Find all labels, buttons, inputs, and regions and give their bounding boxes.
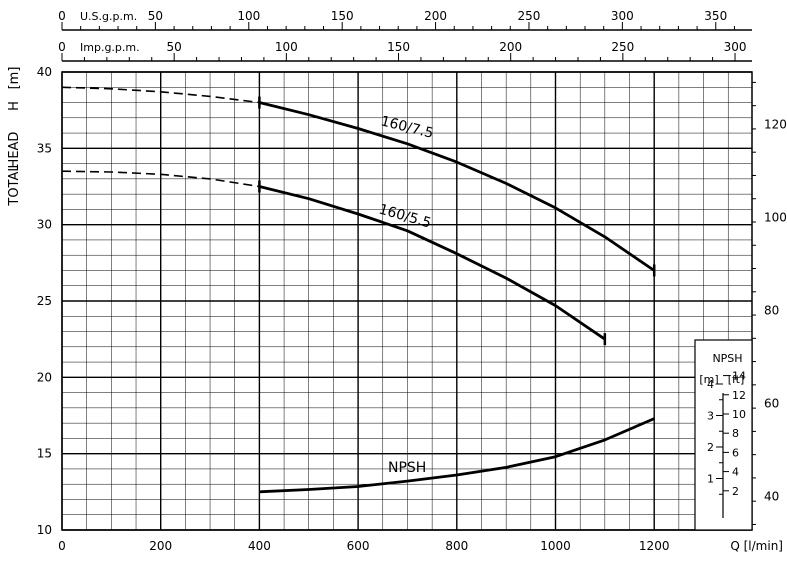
npsh-inset-ft-label: 2	[732, 485, 739, 498]
npsh-inset-unit-ft: [ft]	[728, 373, 745, 386]
y-tick-label: 25	[37, 294, 52, 308]
top-axis-tick-label: 350	[704, 9, 727, 23]
x-tick-label: 400	[248, 539, 271, 553]
npsh-inset-ft-label: 8	[732, 427, 739, 440]
npsh-inset-m-label: 1	[707, 473, 714, 486]
right-axis-tick-label: 40	[764, 490, 779, 504]
top-axis-tick-label: 0	[58, 40, 66, 54]
series-line	[259, 101, 655, 272]
y-tick-label: 15	[37, 447, 52, 461]
top-axis-tick-label: 250	[518, 9, 541, 23]
npsh-inset-m-label: 3	[707, 410, 714, 423]
top-axis-tick-label: 50	[167, 40, 182, 54]
top-axis-title: U.S.g.p.m.	[80, 10, 137, 23]
series-label: NPSH	[388, 460, 426, 476]
top-axis-tick-label: 300	[724, 40, 747, 54]
x-tick-label: 200	[149, 539, 172, 553]
y-tick-label: 10	[37, 523, 52, 537]
y-axis-title-part: TOTAL	[7, 164, 22, 207]
y-tick-label: 30	[37, 218, 52, 232]
y-tick-label: 20	[37, 370, 52, 384]
x-tick-label: 1000	[540, 539, 571, 553]
right-axis-tick-label: 80	[764, 303, 779, 317]
right-axis-tick-label: 100	[764, 210, 787, 224]
y-axis-title-part: H	[7, 101, 22, 111]
top-axis-tick-label: 150	[387, 40, 410, 54]
y-axis-title-part: [m]	[7, 67, 22, 90]
npsh-inset-ft-label: 12	[732, 389, 746, 402]
npsh-inset-ft-label: 6	[732, 446, 739, 459]
x-tick-label: 800	[445, 539, 468, 553]
top-axis-tick-label: 300	[611, 9, 634, 23]
grid	[61, 71, 753, 531]
top-axis-tick-label: 200	[499, 40, 522, 54]
x-axis: 0 200 400 600 800 1000 1200 Q [l/min]	[58, 539, 783, 553]
x-tick-label: 1200	[639, 539, 670, 553]
npsh-inset-unit-m: [m]	[699, 373, 718, 386]
x-tick-label: 600	[347, 539, 370, 553]
npsh-inset-ft-label: 14	[732, 370, 746, 383]
x-tick-label: 0	[58, 539, 66, 553]
right-axis-tick-label: 60	[764, 396, 779, 410]
top-axis-tick-label: 100	[275, 40, 298, 54]
series-label: 160/5.5	[377, 201, 433, 231]
y-tick-label: 40	[37, 65, 52, 79]
y-axis-title-part: HEAD	[7, 132, 22, 169]
top-axis-tick-label: 50	[148, 9, 163, 23]
series-line-dashed	[61, 86, 260, 104]
top-axis-title: Imp.g.p.m.	[80, 41, 140, 54]
npsh-inset-ft-label: 4	[732, 466, 739, 479]
npsh-inset-m-label: 4	[707, 378, 714, 391]
x-axis-title: Q [l/min]	[730, 539, 783, 553]
top-axis-tick-label: 0	[58, 9, 66, 23]
top-axis-tick-label: 150	[331, 9, 354, 23]
npsh-inset-m-label: 2	[707, 441, 714, 454]
series-line	[259, 417, 655, 494]
npsh-inset-ft-label: 10	[732, 408, 746, 421]
right-axis-tick-label: 120	[764, 117, 787, 131]
series-line-dashed	[61, 170, 260, 188]
y-tick-label: 35	[37, 141, 52, 155]
plot-frame	[61, 71, 753, 531]
npsh-inset-title: NPSH	[712, 352, 742, 365]
right-axis-ft: 40 60 80 100 120	[752, 81, 787, 525]
top-axis-tick-label: 200	[424, 9, 447, 23]
top-axis-tick-label: 100	[237, 9, 260, 23]
series-line	[259, 185, 606, 341]
top-axes: 0 50 100 150 200 250 300 350 U.S.g.p.m. 0 50 100 150…	[58, 9, 752, 62]
top-axis-tick-label: 250	[611, 40, 634, 54]
y-axis: 10 15 20 25 30 35 40	[37, 65, 52, 537]
